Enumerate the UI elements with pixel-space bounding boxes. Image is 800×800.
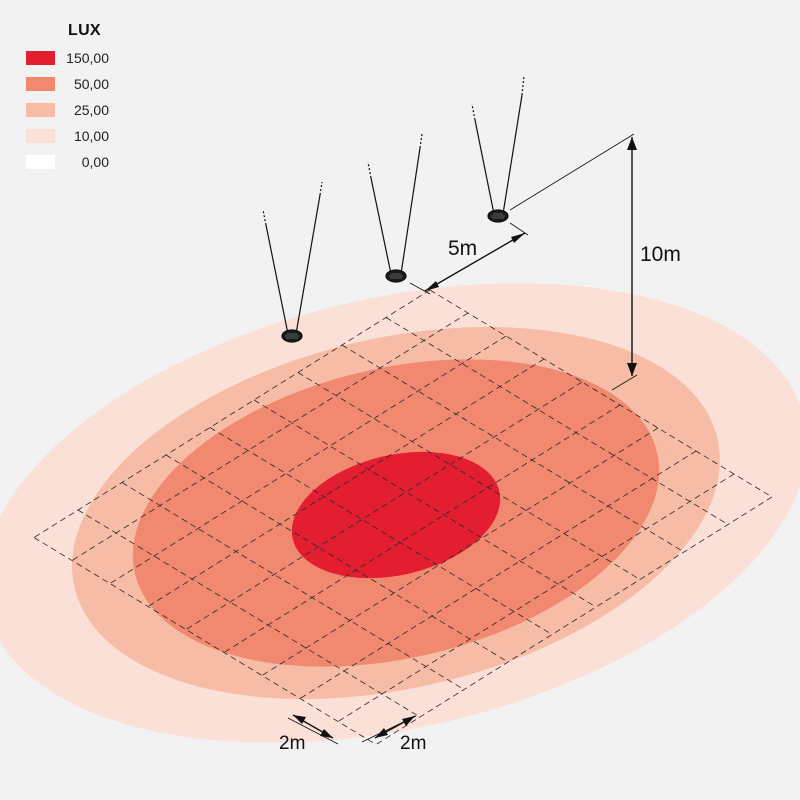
grid-dimension-y bbox=[361, 715, 417, 743]
grid-line bbox=[297, 372, 641, 580]
grid-line bbox=[121, 482, 465, 690]
legend-item: 50,00 bbox=[26, 76, 136, 92]
grid-line bbox=[375, 496, 773, 745]
grid-line bbox=[299, 450, 697, 699]
contour-150-lux bbox=[291, 451, 501, 579]
grid-line bbox=[71, 312, 469, 561]
height-dimension bbox=[509, 133, 638, 391]
legend-swatch bbox=[26, 155, 55, 169]
lux-contours bbox=[0, 283, 800, 743]
luminaire-1 bbox=[262, 181, 323, 343]
legend-swatch bbox=[26, 51, 55, 65]
legend-swatch bbox=[26, 77, 55, 91]
grid-y-label: 2m bbox=[400, 733, 426, 754]
legend-swatch bbox=[26, 129, 55, 143]
grid-x-label: 2m bbox=[279, 733, 305, 754]
grid-line bbox=[337, 473, 735, 722]
legend-item: 150,00 bbox=[26, 50, 136, 66]
legend-swatch bbox=[26, 103, 55, 117]
grid-line bbox=[253, 399, 597, 608]
legend-value: 0,00 bbox=[81, 154, 109, 170]
grid-line bbox=[165, 454, 509, 663]
grid-line bbox=[147, 358, 545, 607]
grid-line bbox=[385, 317, 729, 525]
legend-item: 10,00 bbox=[26, 128, 136, 144]
grid-line bbox=[33, 289, 431, 538]
grid-line bbox=[185, 381, 583, 630]
grid-line bbox=[223, 404, 621, 653]
luminaires bbox=[262, 75, 525, 343]
grid-line bbox=[77, 509, 421, 718]
legend-title: LUX bbox=[68, 22, 101, 39]
legend-value: 25,00 bbox=[73, 102, 109, 118]
spacing-label: 5m bbox=[448, 237, 477, 260]
legend-item: 0,00 bbox=[26, 154, 136, 170]
grid-line bbox=[33, 537, 377, 745]
legend-value: 10,00 bbox=[73, 128, 109, 144]
luminaire-2 bbox=[367, 133, 423, 283]
grid-line bbox=[209, 427, 553, 635]
measurement-grid bbox=[33, 289, 773, 745]
grid-line bbox=[429, 289, 773, 498]
grid-line bbox=[109, 335, 507, 584]
legend-value: 150,00 bbox=[66, 50, 109, 66]
height-label: 10m bbox=[640, 243, 681, 266]
legend-value: 50,00 bbox=[73, 76, 109, 92]
legend-item: 25,00 bbox=[26, 102, 136, 118]
luminaire-3 bbox=[471, 75, 525, 223]
spacing-dimension bbox=[409, 222, 529, 295]
grid-dimension-x bbox=[287, 714, 339, 745]
grid-line bbox=[261, 427, 659, 676]
grid-line bbox=[341, 344, 685, 553]
